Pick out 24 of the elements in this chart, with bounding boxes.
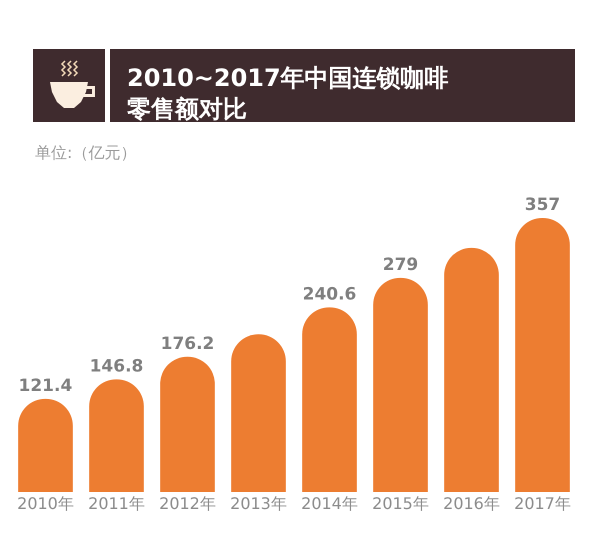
data-label: 240.6: [302, 284, 356, 304]
x-tick-label: 2012年: [159, 494, 216, 513]
x-tick-label: 2015年: [372, 494, 429, 513]
data-label: 176.2: [160, 334, 214, 354]
x-tick-label: 2010年: [17, 494, 74, 513]
data-label: 121.4: [18, 376, 72, 396]
x-tick-label: 2017年: [514, 494, 571, 513]
data-label: 357: [524, 195, 560, 215]
x-tick-label: 2011年: [88, 494, 145, 513]
bar: [302, 307, 357, 492]
x-tick-label: 2016年: [443, 494, 500, 513]
bar: [89, 379, 144, 492]
chart-title: 2010~2017年中国连锁咖啡零售额对比: [127, 64, 449, 124]
x-tick-label: 2013年: [230, 494, 287, 513]
chart-subtitle: 单位:（亿元）: [35, 143, 136, 162]
bar: [373, 278, 428, 492]
data-label: 279: [382, 254, 418, 275]
bar: [515, 218, 570, 492]
x-tick-label: 2014年: [301, 494, 358, 513]
bar: [231, 334, 286, 492]
bar: [18, 398, 73, 492]
bar: [160, 356, 215, 492]
data-label: 146.8: [90, 356, 144, 376]
bar: [444, 248, 499, 492]
